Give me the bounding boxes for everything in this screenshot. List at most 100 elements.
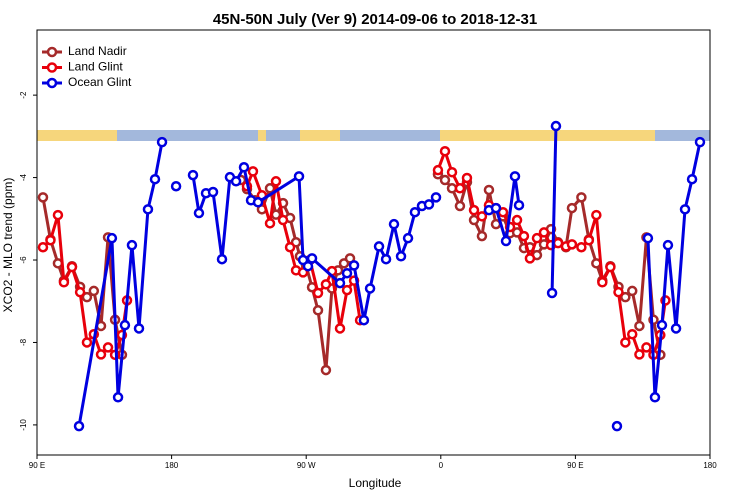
series-marker	[649, 392, 661, 403]
series-marker	[37, 192, 49, 203]
series-marker	[395, 251, 407, 262]
legend-marker	[46, 62, 58, 73]
series-marker	[193, 207, 205, 219]
series-marker	[468, 204, 480, 216]
series-marker	[511, 214, 523, 226]
series-marker	[476, 211, 488, 222]
x-tick-label: 90 E	[567, 461, 583, 470]
y-tick-label: -8	[19, 338, 28, 346]
series-line	[191, 163, 438, 321]
series-marker	[550, 120, 562, 132]
series-marker	[312, 305, 324, 316]
series-marker	[531, 232, 543, 244]
series-marker	[293, 171, 305, 182]
series-marker	[142, 204, 154, 215]
series-marker	[119, 319, 131, 331]
x-tick-label: 180	[703, 461, 717, 470]
series-marker	[126, 239, 138, 251]
series-marker	[626, 328, 638, 340]
series-marker	[642, 232, 654, 244]
legend-marker	[46, 77, 58, 89]
series-marker	[446, 166, 458, 178]
series-marker	[468, 214, 480, 226]
series-marker	[583, 234, 595, 246]
series-marker	[490, 202, 502, 214]
series-marker	[402, 232, 414, 244]
series-marker	[613, 286, 624, 298]
series-marker	[52, 209, 64, 221]
chart-title: 45N-50N July (Ver 9) 2014-09-06 to 2018-…	[213, 11, 537, 28]
series-marker	[334, 277, 346, 289]
series-marker	[380, 253, 392, 265]
series-marker	[605, 261, 616, 273]
series-marker	[156, 136, 168, 148]
series-marker	[320, 364, 332, 376]
series-line	[77, 141, 164, 427]
x-tick-label: 0	[439, 461, 444, 470]
series-marker	[230, 176, 242, 187]
legend-marker	[46, 46, 58, 58]
series-marker	[500, 235, 512, 247]
series-marker	[341, 267, 353, 279]
plot-frame	[36, 29, 711, 456]
series-marker	[620, 291, 631, 303]
series-marker	[576, 241, 587, 253]
series-marker	[149, 173, 161, 185]
series-marker	[320, 279, 332, 290]
y-tick-label: -2	[19, 91, 28, 99]
series-marker	[509, 171, 521, 182]
series-marker	[483, 184, 495, 196]
series-marker	[207, 186, 219, 198]
x-tick-label: 180	[165, 461, 179, 470]
series-marker	[679, 204, 691, 215]
legend-label: Land Nadir	[68, 44, 127, 58]
series-marker	[686, 173, 698, 185]
series-marker	[597, 277, 608, 288]
x-tick-label: 90 E	[29, 461, 45, 470]
series-marker	[626, 285, 638, 297]
series-marker	[591, 209, 602, 221]
series-marker	[264, 218, 276, 229]
series-marker	[348, 260, 360, 271]
series-marker	[106, 232, 118, 244]
series-marker	[66, 261, 78, 273]
series-marker	[634, 349, 645, 360]
legend-label: Ocean Glint	[68, 75, 132, 89]
series-marker	[454, 200, 466, 212]
series-marker	[524, 253, 536, 264]
series-marker	[58, 277, 70, 288]
series-marker	[306, 253, 318, 264]
series-marker	[461, 172, 473, 184]
series-marker	[430, 192, 442, 203]
series-marker	[341, 284, 353, 296]
series-marker	[513, 199, 525, 211]
series-marker	[88, 285, 100, 297]
series-marker	[662, 239, 674, 251]
y-tick-label: -10	[19, 419, 28, 431]
series-marker	[112, 392, 124, 403]
series-marker	[37, 241, 49, 253]
series-marker	[247, 166, 259, 177]
series-marker	[102, 342, 114, 353]
series-marker	[74, 286, 86, 298]
series-marker	[656, 319, 668, 331]
y-tick-label: -4	[19, 173, 28, 181]
series-marker	[566, 239, 578, 250]
series-marker	[302, 260, 314, 272]
series-marker	[641, 342, 652, 353]
series-marker	[81, 291, 93, 303]
series-marker	[216, 253, 228, 265]
series-marker	[270, 176, 282, 187]
series-marker	[432, 164, 444, 176]
series-marker	[620, 337, 631, 348]
x-axis-label: Longitude	[349, 476, 402, 490]
series-marker	[409, 206, 421, 218]
series-marker	[187, 169, 199, 181]
series-marker	[388, 218, 400, 230]
series-marker	[454, 183, 466, 194]
series-marker	[476, 230, 488, 242]
series-marker	[439, 174, 451, 186]
series-marker	[518, 230, 530, 242]
series-marker	[133, 323, 145, 334]
